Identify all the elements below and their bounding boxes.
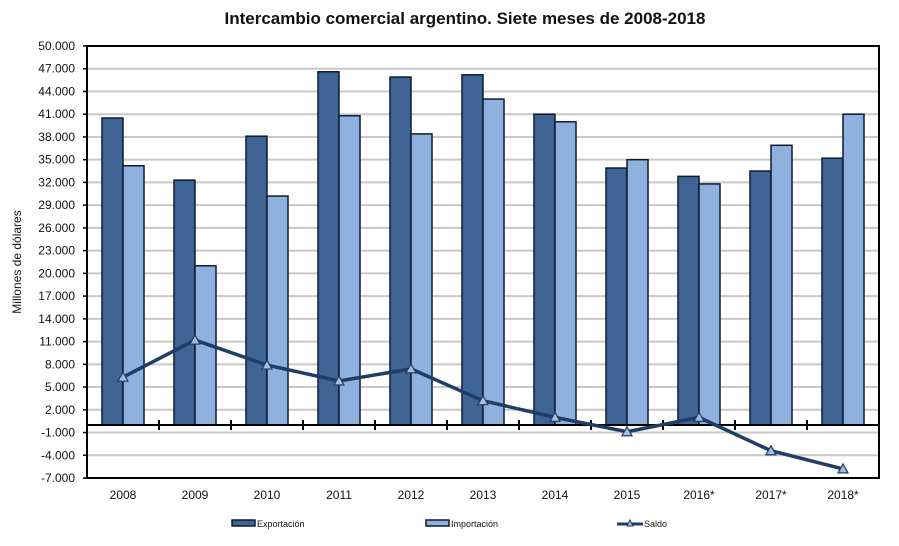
y-axis-label: Millones de dólares bbox=[10, 210, 24, 313]
legend-label: Exportación bbox=[257, 519, 305, 529]
x-tick-label: 2017* bbox=[755, 488, 787, 502]
x-tick-label: 2009 bbox=[182, 488, 209, 502]
y-tick-label: 2.000 bbox=[45, 403, 75, 417]
x-tick-label: 2008 bbox=[110, 488, 137, 502]
bar-exportacion bbox=[677, 175, 700, 426]
y-tick-label: 23.000 bbox=[38, 244, 75, 258]
saldo-marker bbox=[836, 462, 850, 474]
bar-exportacion bbox=[173, 179, 196, 426]
saldo-marker bbox=[116, 370, 130, 382]
bar-exportacion bbox=[461, 74, 484, 426]
x-tick-label: 2018* bbox=[827, 488, 859, 502]
y-tick-label: 50.000 bbox=[38, 39, 75, 53]
saldo-marker bbox=[692, 411, 706, 422]
saldo-marker bbox=[620, 425, 634, 437]
bar-exportacion bbox=[821, 157, 844, 426]
saldo-marker bbox=[548, 411, 562, 422]
y-tick-label: 29.000 bbox=[38, 198, 75, 212]
legend-label: Saldo bbox=[644, 519, 667, 529]
saldo-marker bbox=[260, 358, 274, 370]
bar-exportacion bbox=[245, 135, 268, 426]
saldo-marker bbox=[764, 444, 778, 456]
bar-exportacion bbox=[317, 71, 340, 426]
x-tick-label: 2013 bbox=[470, 488, 497, 502]
bar-importacion bbox=[122, 164, 145, 426]
bar-importacion bbox=[410, 133, 433, 426]
x-tick-label: 2010 bbox=[254, 488, 281, 502]
legend-swatch bbox=[231, 519, 256, 527]
chart-title: Intercambio comercial argentino. Siete m… bbox=[225, 9, 706, 28]
legend-label: Importación bbox=[451, 519, 498, 529]
x-tick-label: 2014 bbox=[542, 488, 569, 502]
y-tick-label: 44.000 bbox=[38, 84, 75, 98]
bar-exportacion bbox=[749, 170, 772, 426]
y-tick-label: 26.000 bbox=[38, 221, 75, 235]
bar-importacion bbox=[842, 113, 865, 426]
saldo-marker bbox=[188, 333, 202, 345]
y-tick-label: -7.000 bbox=[41, 471, 75, 485]
bar-importacion bbox=[554, 121, 577, 426]
plot-border bbox=[86, 45, 880, 479]
saldo-marker bbox=[404, 362, 418, 374]
bar-importacion bbox=[770, 144, 793, 426]
bar-exportacion bbox=[533, 113, 556, 426]
y-tick-label: -1.000 bbox=[41, 426, 75, 440]
legend-marker bbox=[626, 518, 634, 527]
y-tick-label: 20.000 bbox=[38, 266, 75, 280]
y-tick-label: 38.000 bbox=[38, 130, 75, 144]
bar-importacion bbox=[266, 195, 289, 426]
y-tick-label: 17.000 bbox=[38, 289, 75, 303]
y-tick-label: 11.000 bbox=[39, 335, 75, 349]
bar-importacion bbox=[626, 158, 649, 426]
bar-importacion bbox=[482, 98, 505, 426]
y-tick-label: 47.000 bbox=[38, 62, 75, 76]
saldo-marker bbox=[476, 394, 490, 406]
y-tick-label: 32.000 bbox=[38, 175, 75, 189]
x-tick-label: 2016* bbox=[683, 488, 715, 502]
y-tick-label: 41.000 bbox=[38, 107, 75, 121]
y-tick-label: 14.000 bbox=[38, 312, 75, 326]
legend-swatch bbox=[425, 519, 450, 527]
y-tick-label: 8.000 bbox=[45, 357, 75, 371]
x-tick-label: 2015 bbox=[614, 488, 641, 502]
y-tick-label: -4.000 bbox=[41, 448, 75, 462]
bar-importacion bbox=[698, 183, 721, 426]
y-tick-label: 5.000 bbox=[45, 380, 75, 394]
bar-exportacion bbox=[605, 167, 628, 426]
y-tick-label: 35.000 bbox=[38, 153, 75, 167]
saldo-marker bbox=[332, 374, 346, 386]
x-tick-label: 2011 bbox=[326, 488, 352, 502]
x-tick-label: 2012 bbox=[398, 488, 425, 502]
